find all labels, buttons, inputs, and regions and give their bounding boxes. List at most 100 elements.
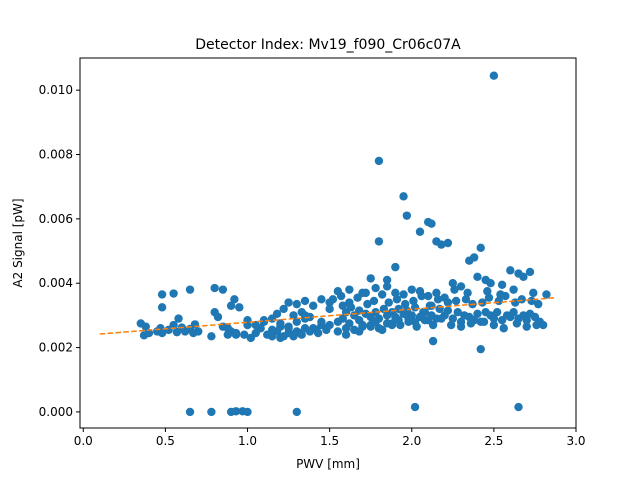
data-point [466,319,476,328]
data-point [174,314,183,323]
data-point [412,322,421,331]
data-point [169,289,178,298]
data-point [391,288,400,298]
data-point [402,211,412,220]
data-point [338,314,347,323]
data-point [341,324,351,333]
data-point [443,298,453,307]
data-point [463,288,472,298]
x-tick-label: 2.0 [402,434,421,448]
data-point [185,407,195,417]
data-point [369,296,379,306]
data-point [404,317,413,327]
data-point [497,280,507,290]
x-tick-label: 1.0 [238,434,257,448]
data-point [409,296,418,306]
data-point [410,402,420,412]
axes-frame [79,57,577,429]
data-point [489,71,499,80]
chart-title: Detector Index: Mv19_f090_Cr06c07A [195,37,461,53]
data-point [366,322,375,331]
data-point [437,240,446,249]
y-tick-label: 0.010 [39,83,73,97]
data-point [377,325,387,335]
data-point [377,290,387,299]
data-point [469,253,479,262]
y-tick-label: 0.000 [39,405,73,419]
data-point [440,311,449,320]
data-point [496,290,505,299]
data-point [420,316,430,325]
data-point [292,317,301,327]
data-point [529,288,538,298]
data-point [384,298,393,307]
data-point [538,320,548,330]
data-point [506,266,515,275]
x-axis-ticks: 0.0 0.5 1.0 1.5 2.0 2.5 3.0 [74,428,586,448]
data-point [461,295,471,304]
data-point [276,333,285,343]
data-point [328,295,338,304]
data-point [400,299,410,309]
data-point [223,324,233,333]
data-point [292,299,301,309]
data-point [456,282,466,291]
data-point [392,295,402,304]
data-point [284,324,293,333]
data-point [366,274,375,283]
data-point [276,319,285,328]
data-point [394,304,403,314]
data-point [450,285,459,294]
axes [79,57,577,429]
data-point [428,336,438,346]
data-point [448,314,458,323]
data-point [484,293,494,302]
data-point [289,311,298,320]
data-point [486,279,495,288]
data-point [317,317,326,327]
data-point [305,327,315,336]
data-point [410,303,420,312]
data-point [443,238,453,248]
data-point [396,320,405,330]
x-tick-label: 0.5 [156,434,175,448]
data-point [313,328,323,338]
data-point [419,307,428,317]
data-point [517,295,527,304]
data-point [251,320,260,330]
data-point [157,303,167,312]
x-tick-label: 1.5 [320,434,339,448]
data-point [451,296,461,306]
data-point [292,407,301,417]
data-point [415,287,425,296]
data-point [235,303,244,312]
data-point [371,283,380,293]
data-point [346,303,356,312]
data-point [476,243,485,253]
data-point [415,227,425,236]
data-point [432,288,441,298]
data-point [382,282,392,291]
y-tick-label: 0.008 [39,148,73,162]
data-point [218,285,228,294]
data-point [423,291,433,301]
data-point [374,314,384,323]
data-point [341,330,351,339]
data-point [363,299,372,309]
data-point [358,288,367,298]
data-point [325,320,334,330]
data-point [453,307,462,317]
y-tick-label: 0.006 [39,212,73,226]
data-point [317,295,326,304]
data-point [144,328,154,338]
y-axis-ticks: 0.000 0.002 0.004 0.006 0.008 0.010 [39,83,80,419]
data-point [279,304,288,314]
data-point [499,324,508,333]
data-point [492,307,502,317]
data-point [514,402,523,412]
data-point [374,156,384,166]
data-point [210,283,219,293]
data-point [374,237,384,246]
data-point [297,330,306,339]
data-point [338,301,347,310]
